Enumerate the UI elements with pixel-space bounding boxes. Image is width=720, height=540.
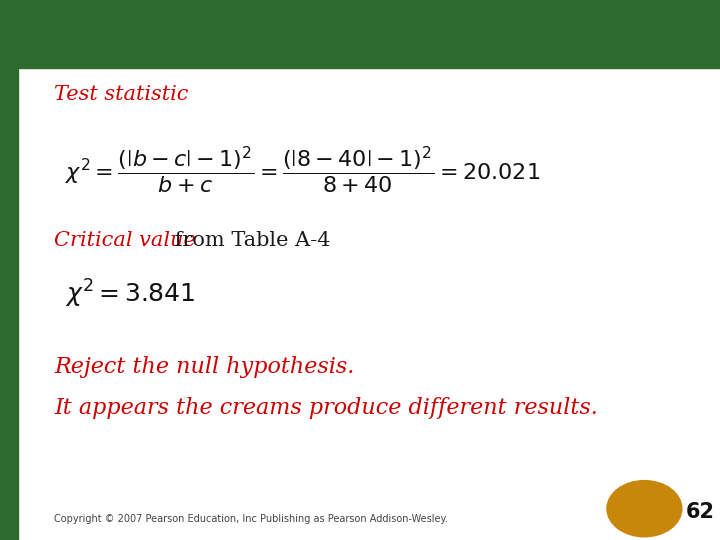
Text: Test statistic: Test statistic (54, 85, 189, 104)
Text: $\chi^2 = \dfrac{(\left|b-c\right|-1)^2}{b+c} = \dfrac{(\left|8-40\right|-1)^2}{: $\chi^2 = \dfrac{(\left|b-c\right|-1)^2}… (65, 145, 540, 195)
Text: Reject the null hypothesis.: Reject the null hypothesis. (54, 356, 354, 378)
Text: Copyright © 2007 Pearson Education, Inc Publishing as Pearson Addison-Wesley.: Copyright © 2007 Pearson Education, Inc … (54, 515, 448, 524)
Text: from Table A-4: from Table A-4 (168, 231, 330, 250)
Text: It appears the creams produce different results.: It appears the creams produce different … (54, 397, 598, 418)
Text: Critical value: Critical value (54, 231, 196, 250)
Text: 62: 62 (685, 502, 714, 522)
Text: $\chi^2 = 3.841$: $\chi^2 = 3.841$ (65, 278, 195, 310)
Text: Slide: Slide (624, 499, 647, 508)
Text: Example: Comparing Treatments: Example: Comparing Treatments (2, 14, 718, 51)
